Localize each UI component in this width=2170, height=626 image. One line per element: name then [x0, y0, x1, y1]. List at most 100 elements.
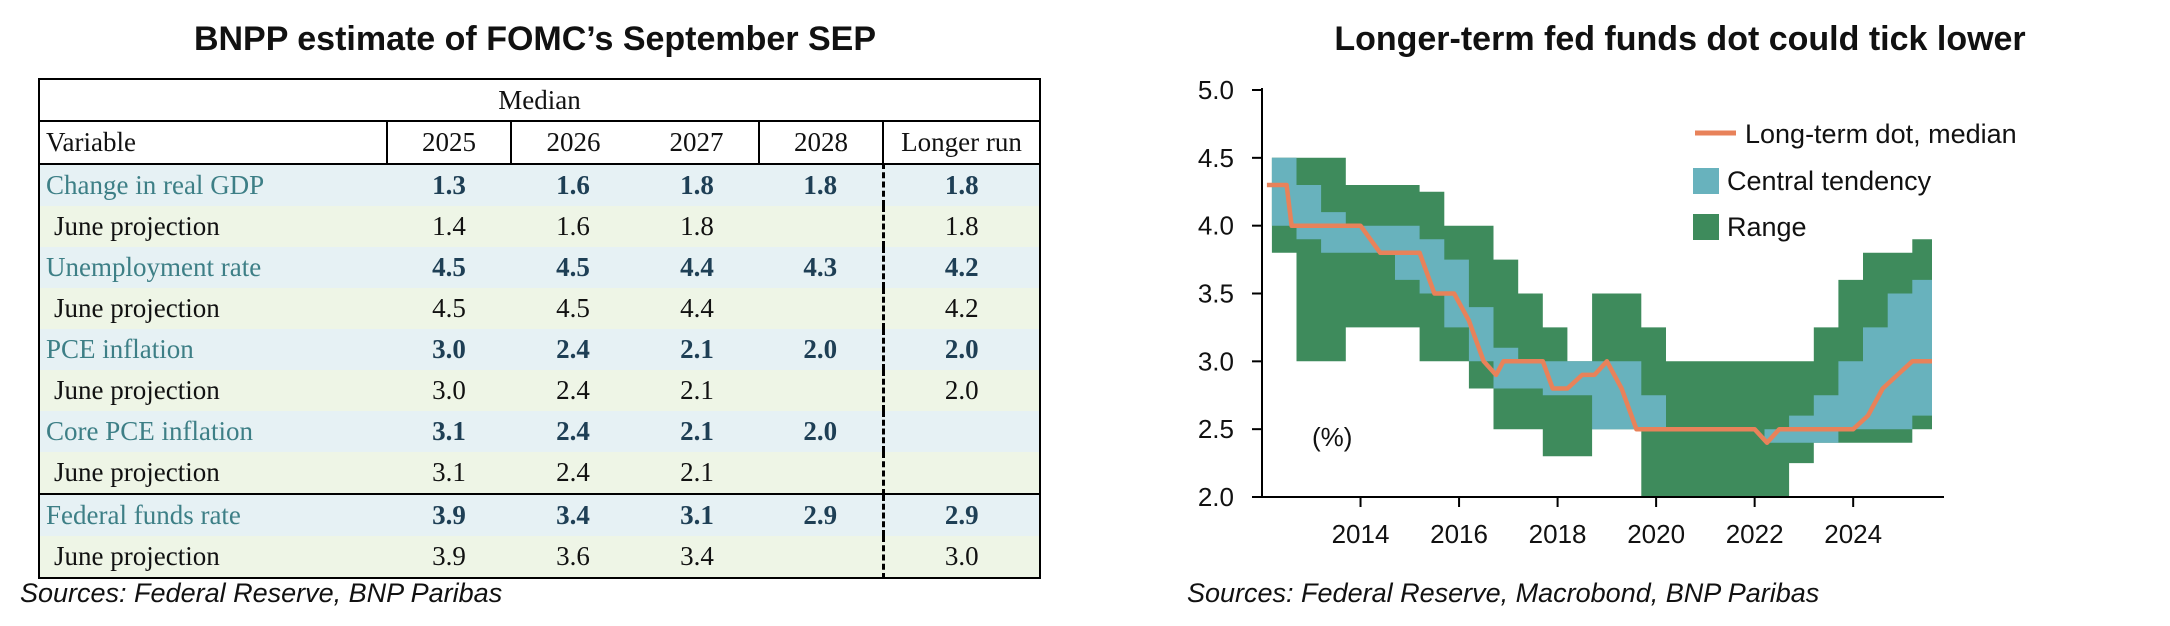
table-row-june: June projection 3.1 2.4 2.1	[39, 452, 1040, 494]
legend-central-label: Central tendency	[1727, 166, 1932, 196]
cell-2025: 3.1	[387, 452, 511, 494]
cell-longer-run: 4.2	[883, 288, 1040, 329]
table-title: BNPP estimate of FOMC’s September SEP	[193, 20, 877, 58]
cell-longer-run	[883, 452, 1040, 494]
median-line-layer	[1266, 182, 1932, 445]
cell-longer-run: 3.0	[883, 536, 1040, 578]
column-header-variable: Variable	[39, 121, 388, 165]
legend-item-central-tendency: Central tendency	[1693, 166, 1932, 196]
cell-2025: 1.3	[387, 164, 511, 206]
x-tick-label: 2016	[1430, 519, 1488, 549]
cell-2026: 3.6	[511, 536, 635, 578]
cell-2025: 4.5	[387, 288, 511, 329]
table-source: Sources: Federal Reserve, BNP Paribas	[20, 578, 503, 608]
cell-2028: 2.0	[759, 411, 885, 452]
cell-2028: 1.8	[759, 164, 885, 206]
x-tick-label: 2020	[1627, 519, 1685, 549]
cell-2025: 1.4	[387, 206, 511, 247]
row-label: Core PCE inflation	[39, 411, 387, 452]
row-label: June projection	[39, 206, 387, 247]
table-row-june: June projection 4.5 4.5 4.4 4.2	[39, 288, 1040, 329]
x-tick-label: 2024	[1824, 519, 1882, 549]
cell-2027: 4.4	[635, 288, 759, 329]
cell-2026: 2.4	[511, 452, 635, 494]
column-header-longer-run: Longer run	[883, 121, 1040, 165]
cell-2028: 2.9	[759, 493, 885, 536]
chart-source: Sources: Federal Reserve, Macrobond, BNP…	[1187, 578, 1820, 608]
x-tick-label: 2018	[1529, 519, 1587, 549]
cell-longer-run: 4.2	[883, 247, 1040, 288]
table-row-june: June projection 3.9 3.6 3.4 3.0	[39, 536, 1040, 578]
cell-longer-run: 2.0	[883, 329, 1040, 370]
table-body: Change in real GDP 1.3 1.6 1.8 1.8 1.8 June pr…	[39, 164, 1040, 578]
cell-2028	[759, 206, 885, 247]
row-label: June projection	[39, 370, 387, 411]
unit-label: (%)	[1312, 422, 1352, 452]
cell-2027: 2.1	[635, 329, 759, 370]
table-row-june: June projection 3.0 2.4 2.1 2.0	[39, 370, 1040, 411]
sep-table: Median Variable 2025 2026 2027 2028 Long…	[38, 78, 1041, 579]
y-tick-label: 2.5	[1198, 414, 1234, 444]
cell-2026: 2.4	[511, 370, 635, 411]
legend: Long-term dot, median Central tendency R…	[1693, 119, 2017, 242]
cell-2027: 2.1	[635, 452, 759, 494]
cell-longer-run	[883, 411, 1040, 452]
cell-2027: 2.1	[635, 370, 759, 411]
table-row-main: PCE inflation 3.0 2.4 2.1 2.0 2.0	[39, 329, 1040, 370]
cell-longer-run: 1.8	[883, 164, 1040, 206]
table-row-main: Change in real GDP 1.3 1.6 1.8 1.8 1.8	[39, 164, 1040, 206]
bands-layer	[1271, 157, 1932, 498]
cell-2025: 3.0	[387, 370, 511, 411]
cell-2026: 3.4	[511, 493, 635, 536]
cell-2025: 4.5	[387, 247, 511, 288]
cell-2026: 1.6	[511, 206, 635, 247]
y-tick-label: 3.0	[1198, 346, 1234, 376]
axes-layer: 2.0 2.5 3.0 3.5 4.0 4.5 5.0 2014 2016 2018 2020 202…	[1198, 75, 1944, 549]
cell-2026: 2.4	[511, 329, 635, 370]
median-header: Median	[39, 79, 1040, 122]
table-row-june: June projection 1.4 1.6 1.8 1.8	[39, 206, 1040, 247]
cell-2025: 3.9	[387, 493, 511, 536]
column-header-2025: 2025	[387, 121, 512, 165]
cell-2028: 2.0	[759, 329, 885, 370]
cell-2027: 1.8	[635, 164, 759, 206]
cell-2026: 1.6	[511, 164, 635, 206]
sep-table-container: Median Variable 2025 2026 2027 2028 Long…	[38, 78, 1041, 579]
cell-longer-run: 1.8	[883, 206, 1040, 247]
cell-2028	[759, 536, 885, 578]
cell-2025: 3.0	[387, 329, 511, 370]
row-label: June projection	[39, 288, 387, 329]
legend-range-label: Range	[1727, 212, 1807, 242]
cell-2027: 1.8	[635, 206, 759, 247]
row-label: Change in real GDP	[39, 164, 387, 206]
y-tick-label: 2.0	[1198, 482, 1234, 512]
y-tick-label: 3.5	[1198, 279, 1234, 309]
cell-2027: 4.4	[635, 247, 759, 288]
cell-longer-run: 2.0	[883, 370, 1040, 411]
y-tick-label: 4.0	[1198, 211, 1234, 241]
cell-2026: 4.5	[511, 288, 635, 329]
cell-2028	[759, 370, 885, 411]
cell-2028: 4.3	[759, 247, 885, 288]
row-label: PCE inflation	[39, 329, 387, 370]
legend-median-label: Long-term dot, median	[1745, 119, 2017, 149]
y-tick-label: 4.5	[1198, 143, 1234, 173]
x-tick-label: 2014	[1332, 519, 1390, 549]
column-header-2028: 2028	[759, 121, 884, 165]
table-group-header-row: Median	[39, 79, 1040, 122]
column-header-2027: 2027	[635, 121, 760, 165]
central-tendency-band	[1271, 157, 1932, 443]
table-row-main: Federal funds rate 3.9 3.4 3.1 2.9 2.9	[39, 493, 1040, 536]
median-dot-line	[1266, 182, 1932, 445]
chart-title: Longer-term fed funds dot could tick low…	[1334, 20, 2026, 58]
legend-item-range: Range	[1693, 212, 1807, 242]
legend-item-median: Long-term dot, median	[1695, 119, 2017, 149]
row-label: June projection	[39, 452, 387, 494]
range-band	[1271, 157, 1932, 498]
legend-central-swatch	[1693, 168, 1719, 194]
cell-2028	[759, 288, 885, 329]
row-label: Federal funds rate	[39, 493, 387, 536]
row-label: June projection	[39, 536, 387, 578]
cell-2027: 2.1	[635, 411, 759, 452]
cell-2028	[759, 452, 885, 494]
